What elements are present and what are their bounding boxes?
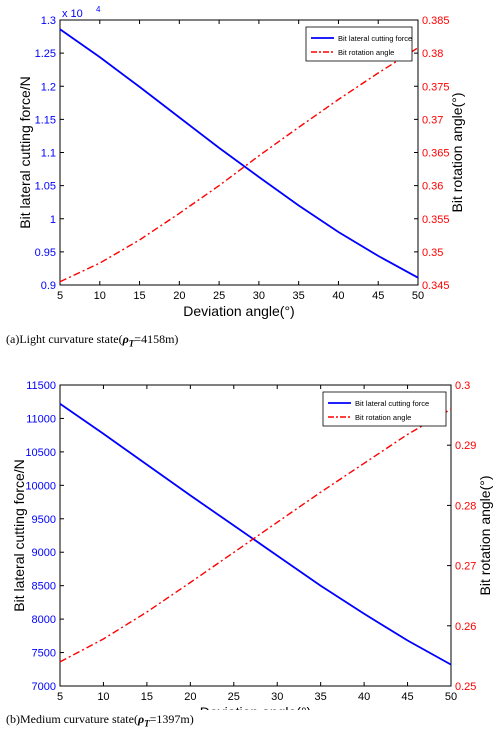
chart-a-y-right-tick-label: 0.36: [422, 181, 443, 193]
chart-a-series-line-cutting-force: [59, 28, 419, 279]
chart-a-x-tick-label: 20: [173, 290, 185, 302]
chart-a-x-tick-label: 40: [332, 290, 344, 302]
chart-a-x-tick-label: 30: [253, 290, 265, 302]
chart-a-x-axis-label: Deviation angle(°): [183, 303, 294, 319]
chart-b-y-left-tick-label: 9500: [32, 514, 56, 526]
chart-a-y-right-tick-label: 0.365: [422, 148, 450, 160]
chart-b-x-tick-label: 35: [315, 691, 327, 703]
chart-a-legend-box: [305, 26, 413, 62]
chart-a-y-left-tick-label: 0.9: [41, 280, 56, 292]
chart-a-y-right-tick-label: 0.345: [422, 280, 450, 292]
chart-a-y-left-tick-label: 1.2: [41, 81, 56, 93]
chart-b-plot-frame: [59, 384, 452, 687]
chart-a-x-tick-label: 5: [57, 290, 63, 302]
chart-a-y-left-tick-label: 1.25: [35, 48, 56, 60]
chart-a-y-right-tick-label: 0.37: [422, 114, 443, 126]
caption-a-suffix: =4158m): [134, 332, 179, 346]
caption-a: (a)Light curvature state(ρT=4158m): [6, 332, 178, 348]
chart-a-x-tick-label: 10: [94, 290, 106, 302]
chart-b-y-left-tick-label: 11000: [26, 413, 56, 425]
chart-b-x-tick-label: 5: [57, 691, 63, 703]
chart-a-y-right-tick-label: 0.35: [422, 247, 443, 259]
chart-a-y-right-tick-label: 0.385: [422, 15, 450, 27]
chart-b-x-tick-label: 30: [271, 691, 283, 703]
chart-b-svg: 5 10 15 20 25 30 35 40 45 50 7000 7500 8000 8500 9000 9…: [11, 380, 493, 710]
chart-b-legend-box: [322, 391, 447, 427]
chart-a-y-multiplier-exp: 4: [96, 5, 101, 14]
chart-a-y-right-tick-label: 0.375: [422, 81, 450, 93]
chart-a-x-tick-label: 50: [412, 290, 424, 302]
chart-b-x-tick-label: 50: [445, 691, 457, 703]
chart-b-y-left-tick-label: 9000: [32, 547, 56, 559]
chart-b-x-tick-label: 20: [184, 691, 196, 703]
chart-b-x-tick-label: 45: [401, 691, 413, 703]
chart-light-curvature: 5 10 15 20 25 30 35 40 45 50 0.9 0.95 1 1.05 1.1 1.15 1.…: [0, 0, 500, 330]
chart-a-y-left-tick-label: 1.1: [41, 148, 56, 160]
chart-b-y-left-tick-label: 10000: [25, 480, 56, 492]
chart-a-x-tick-label: 45: [372, 290, 384, 302]
chart-b-y-left-tick-label: 7500: [32, 648, 56, 660]
chart-b-y-right-tick-label: 0.3: [455, 380, 470, 392]
chart-a-y-left-tick-label: 1.05: [35, 181, 56, 193]
chart-b-x-axis-label: Deviation angle(°): [200, 704, 311, 710]
chart-a-series-line-rotation-angle: [59, 47, 419, 283]
chart-b-y-right-tick-label: 0.25: [455, 681, 476, 693]
chart-b-y-left-tick-label: 8500: [32, 581, 56, 593]
chart-medium-curvature: 5 10 15 20 25 30 35 40 45 50 7000 7500 8000 8500 9000 9…: [0, 370, 500, 710]
caption-a-sub: T: [128, 338, 135, 349]
chart-b-x-tick-label: 25: [228, 691, 240, 703]
caption-b-suffix: =1397m): [149, 712, 194, 726]
chart-a-y-multiplier: x 10: [62, 8, 83, 20]
chart-b-y-right-tick-label: 0.29: [455, 440, 476, 452]
chart-b-x-tick-label: 40: [358, 691, 370, 703]
caption-b-rho: ρ: [137, 712, 145, 726]
caption-b-sub: T: [144, 718, 150, 729]
chart-a-x-tick-label: 15: [133, 290, 145, 302]
chart-b-x-tick-label: 10: [97, 691, 109, 703]
chart-b-y-left-axis-label: Bit lateral cutting force/N: [11, 459, 27, 612]
chart-a-y-left-tick-label: 1: [50, 214, 56, 226]
chart-a-y-right-tick-label: 0.355: [422, 214, 450, 226]
chart-b-y-left-tick-label: 11500: [26, 380, 56, 392]
chart-a-x-tick-label: 35: [293, 290, 305, 302]
chart-b-y-right-axis-label: Bit rotation angle(°): [477, 476, 493, 596]
chart-a-y-left-tick-label: 0.95: [35, 247, 56, 259]
chart-a-y-left-axis-label: Bit lateral cutting force/N: [17, 76, 33, 229]
chart-b-y-left-tick-label: 7000: [32, 681, 56, 693]
chart-b-y-right-tick-label: 0.28: [455, 500, 476, 512]
chart-a-y-left-tick-label: 1.3: [41, 15, 56, 27]
chart-b-legend-label: Bit lateral cutting force: [355, 399, 429, 408]
caption-a-prefix: (a)Light curvature state(: [6, 332, 123, 346]
chart-b-y-left-tick-label: 8000: [32, 614, 56, 626]
chart-a-y-right-axis-label: Bit rotation angle(°): [449, 93, 465, 213]
chart-a-legend-label: Bit lateral cutting force: [338, 34, 412, 43]
chart-a-legend-label: Bit rotation angle: [338, 48, 394, 57]
caption-a-rho: ρ: [122, 332, 129, 346]
chart-a-svg: 5 10 15 20 25 30 35 40 45 50 0.9 0.95 1 1.05 1.1 1.15 1.…: [17, 5, 465, 319]
chart-a-x-tick-label: 25: [213, 290, 225, 302]
chart-b-y-right-tick-label: 0.26: [455, 621, 476, 633]
chart-b-series-line-cutting-force: [59, 402, 452, 666]
caption-b-prefix: (b)Medium curvature state(: [6, 712, 138, 726]
chart-a-y-left-tick-label: 1.15: [35, 114, 56, 126]
chart-b-y-left-tick-label: 10500: [25, 447, 56, 459]
chart-b-y-right-tick-label: 0.27: [455, 561, 476, 573]
chart-b-legend-label: Bit rotation angle: [355, 413, 411, 422]
chart-b-series-line-rotation-angle: [59, 408, 452, 663]
caption-b: (b)Medium curvature state(ρT=1397m): [6, 712, 194, 728]
chart-b-x-tick-label: 15: [141, 691, 153, 703]
chart-a-y-right-tick-label: 0.38: [422, 48, 443, 60]
